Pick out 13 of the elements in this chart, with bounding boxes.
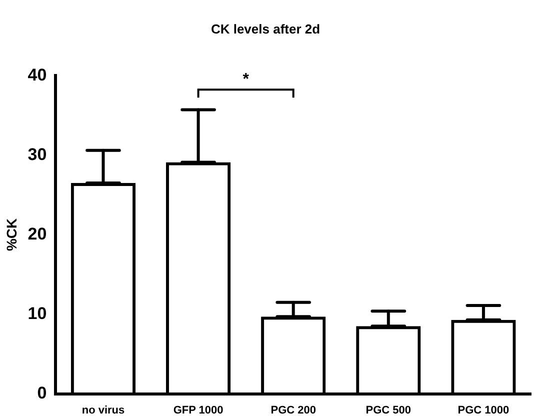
y-tick-label: 10: [28, 304, 47, 323]
y-tick-label: 30: [28, 144, 47, 164]
x-tick-label: PGC 200: [270, 404, 316, 416]
y-tick-label: 20: [28, 224, 47, 244]
x-tick-label: no virus: [82, 404, 125, 416]
annotation: *: [242, 71, 250, 88]
x-tick-label: PGC 500: [366, 404, 412, 416]
y-axis-title: %CK: [3, 218, 20, 252]
y-tick-label: 40: [28, 65, 47, 84]
x-tick-label: PGC 1000: [458, 404, 510, 416]
x-tick-label: GFP 1000: [173, 404, 224, 416]
y-tick-label: 0: [37, 383, 47, 402]
chart-title: CK levels after 2d: [210, 21, 320, 36]
